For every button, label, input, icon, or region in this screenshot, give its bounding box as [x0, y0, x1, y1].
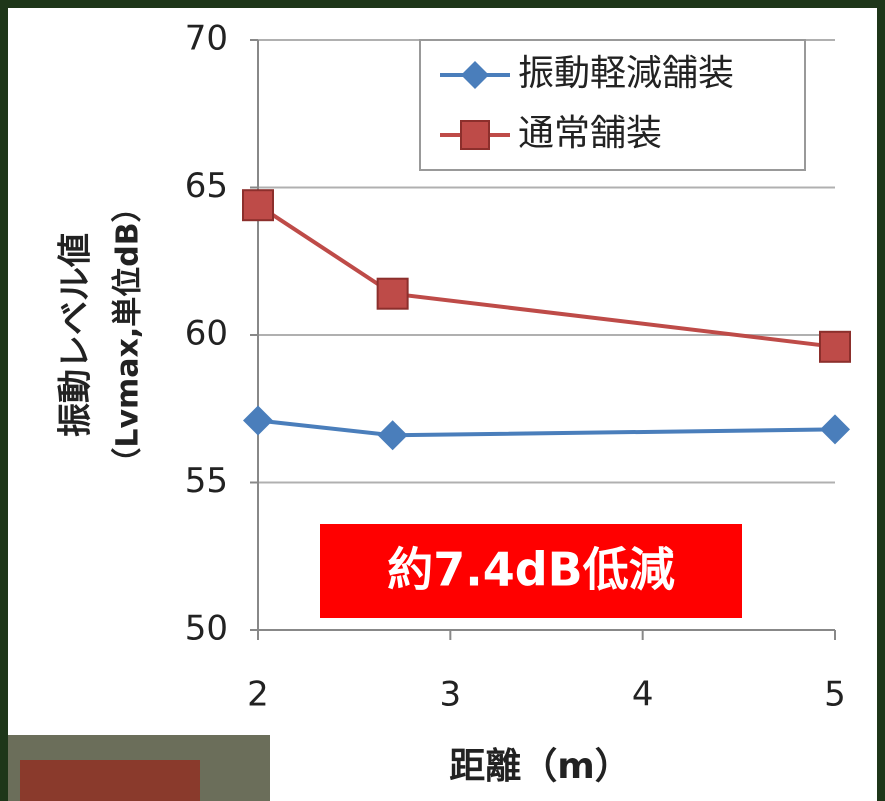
x-tick-label: 5 [824, 675, 846, 715]
marker [819, 330, 851, 363]
marker [461, 61, 489, 89]
y-label-line: 振動レベル値 [56, 233, 96, 437]
marker [243, 405, 273, 436]
x-tick-label: 4 [632, 675, 654, 715]
x-tick-label: 2 [247, 675, 269, 715]
annotation-box [320, 524, 742, 618]
legend-label: 振動軽減舗装 [518, 53, 734, 94]
y-tick-label: 55 [185, 461, 228, 501]
y-axis-label: 振動レベル値 （Lvmax,単位dB） [56, 192, 146, 477]
y-tick-label: 65 [185, 166, 228, 206]
marker [242, 189, 274, 222]
marker [460, 120, 490, 150]
y-label-line: （Lvmax,単位dB） [111, 192, 146, 477]
photo-truck [20, 760, 200, 801]
marker [376, 277, 409, 310]
annotation: 約7.4dB低減 [387, 543, 674, 597]
legend-label: 通常舗装 [518, 113, 662, 154]
y-tick-label: 70 [185, 19, 228, 59]
marker [377, 420, 408, 451]
x-axis-label: 距離（m） [449, 746, 631, 787]
x-tick-label: 3 [440, 675, 462, 715]
marker [820, 414, 850, 445]
y-tick-label: 60 [185, 314, 228, 354]
y-tick-label: 50 [185, 609, 228, 649]
